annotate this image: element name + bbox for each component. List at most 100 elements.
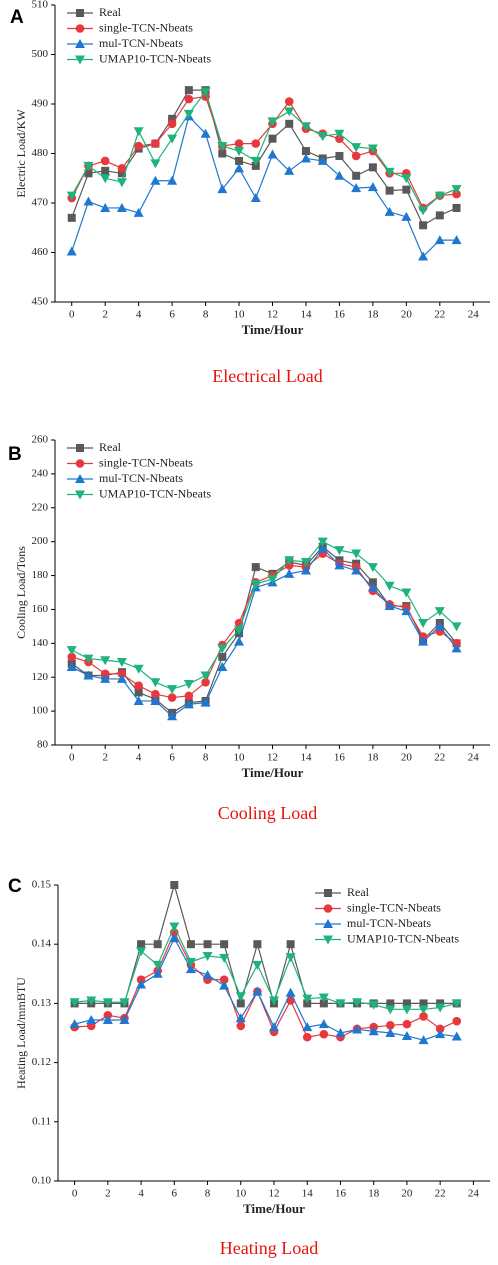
marker (401, 606, 412, 616)
marker (201, 678, 210, 687)
marker (234, 147, 245, 157)
x-axis-title: Time/Hour (242, 322, 304, 337)
marker (451, 1031, 462, 1041)
marker (200, 128, 211, 138)
marker (136, 979, 147, 989)
marker (167, 693, 177, 702)
legend-label: UMAP10-TCN-Nbeats (347, 931, 459, 945)
y-tick-label: 480 (32, 147, 49, 159)
marker (234, 139, 244, 148)
marker (319, 999, 328, 1008)
marker (83, 161, 94, 171)
y-axis-title: Cooling Load/Tons (14, 546, 28, 639)
marker (285, 953, 296, 963)
marker (102, 1014, 113, 1024)
marker (367, 182, 378, 192)
marker (284, 107, 295, 117)
caption: Heating Load (220, 1238, 318, 1258)
legend-label: Real (99, 5, 122, 19)
marker (153, 940, 162, 949)
marker (217, 142, 228, 152)
marker (436, 999, 445, 1008)
marker (167, 134, 178, 144)
y-tick-label: 260 (32, 434, 49, 446)
marker (402, 999, 411, 1008)
marker (200, 87, 211, 97)
legend-marker (75, 24, 85, 33)
marker (83, 670, 94, 680)
x-axis-title: Time/Hour (243, 1201, 305, 1216)
legend-label: Real (99, 440, 122, 454)
marker (219, 980, 230, 990)
x-tick-label: 16 (334, 752, 346, 764)
marker (183, 680, 194, 689)
marker (386, 1021, 395, 1030)
y-tick-label: 500 (32, 48, 49, 60)
marker (86, 996, 97, 1006)
marker (418, 1035, 429, 1045)
marker (300, 558, 311, 567)
marker (367, 582, 378, 592)
marker (286, 940, 295, 949)
marker (236, 1021, 246, 1031)
marker (150, 159, 161, 169)
series-line (71, 552, 457, 699)
marker (368, 1000, 379, 1010)
marker (66, 662, 77, 672)
marker (351, 565, 362, 575)
marker (183, 699, 194, 709)
series-line (71, 115, 457, 258)
marker (352, 998, 363, 1008)
marker (117, 169, 126, 178)
marker (217, 662, 228, 672)
legend-marker (75, 55, 85, 65)
marker (117, 669, 127, 679)
marker (119, 1014, 130, 1024)
marker (418, 1005, 429, 1015)
marker (335, 151, 344, 160)
marker (352, 1024, 363, 1034)
marker (235, 1013, 246, 1023)
panel-label: A (10, 7, 24, 28)
x-tick-label: 0 (69, 309, 75, 321)
marker (418, 619, 429, 628)
marker (334, 546, 345, 556)
y-tick-label: 0.13 (32, 997, 52, 1009)
y-tick-label: 0.11 (32, 1115, 51, 1127)
marker (419, 221, 428, 230)
marker (384, 581, 395, 591)
marker (220, 940, 229, 949)
legend-marker (75, 459, 85, 468)
marker (202, 969, 213, 979)
legend-marker (76, 444, 84, 452)
marker (186, 940, 195, 949)
marker (284, 97, 294, 106)
caption: Cooling Load (218, 803, 318, 823)
marker (235, 992, 246, 1002)
marker (301, 147, 310, 156)
marker (284, 165, 295, 175)
marker (385, 1005, 396, 1015)
x-tick-label: 22 (435, 1188, 446, 1200)
marker (252, 960, 263, 970)
legend-marker (76, 9, 84, 17)
x-tick-label: 20 (401, 752, 413, 764)
y-tick-label: 450 (32, 296, 49, 308)
marker (334, 170, 345, 180)
marker (451, 185, 462, 195)
marker (302, 1032, 312, 1042)
marker (69, 1019, 80, 1029)
marker (250, 580, 261, 590)
marker (83, 196, 94, 206)
marker (116, 657, 127, 667)
marker (69, 998, 80, 1008)
series-line (74, 930, 458, 1038)
marker (219, 953, 230, 963)
x-tick-label: 12 (267, 752, 278, 764)
marker (385, 186, 394, 195)
marker (117, 164, 127, 173)
marker (418, 206, 429, 216)
marker (116, 178, 127, 188)
y-tick-label: 200 (32, 535, 49, 547)
marker (451, 999, 462, 1009)
